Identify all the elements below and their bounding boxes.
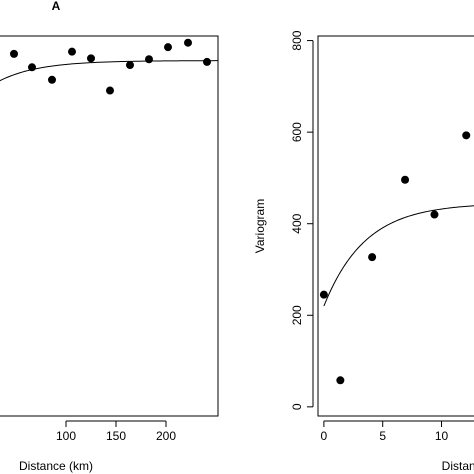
panel-b-data-point: [462, 131, 471, 140]
panel-a-data-point: [68, 47, 76, 56]
panel-a-data-point: [87, 54, 95, 63]
panel-a-data-point: [48, 75, 56, 84]
panel-a-data-point: [126, 61, 134, 70]
panel-a-points: [10, 38, 211, 95]
panel-b-x-tick-label: 5: [379, 429, 386, 443]
panel-b-y-tick-label: 200: [290, 305, 304, 325]
panel-a-x-tick-label: 100: [56, 429, 76, 443]
panel-a-label: A: [52, 0, 61, 13]
panel-b-y-axis: 0 200 400 600 800: [290, 30, 314, 410]
panel-b-y-axis-title: Variogram: [253, 199, 267, 253]
panel-b-data-point: [401, 175, 410, 184]
panel-b-x-tick-label: 0: [321, 429, 328, 443]
panel-a-x-axis: 100 150 200: [56, 420, 176, 443]
panel-a-data-point: [106, 86, 114, 95]
panel-b-y-tick-label: 800: [290, 30, 304, 50]
panel-a-x-axis-title: Distance (km): [19, 459, 93, 473]
panel-b-y-tick-label: 400: [290, 213, 304, 233]
panel-b-data-point: [336, 376, 345, 385]
panel-b-data-point: [430, 210, 439, 219]
panel-a-x-tick-label: 200: [156, 429, 176, 443]
panel-a-x-tick-label: 150: [106, 429, 126, 443]
panel-a: A 100 150 200 Distance (km): [0, 0, 219, 473]
panel-b-fit-curve: [323, 205, 474, 307]
panel-a-fit-curve: [0, 60, 219, 82]
panel-a-data-point: [145, 55, 153, 64]
panel-b-y-tick-label: 0: [290, 403, 304, 410]
panel-a-data-point: [203, 57, 211, 66]
panel-b-y-tick-label: 600: [290, 122, 304, 142]
panel-a-data-point: [28, 63, 36, 72]
panel-b-x-tick-label: 10: [435, 429, 449, 443]
panel-a-data-point: [164, 43, 172, 52]
panel-b-points: [319, 131, 471, 385]
panel-a-data-point: [10, 49, 18, 58]
panel-a-plot-frame: [0, 35, 219, 417]
panel-a-data-point: [184, 38, 192, 47]
panel-b-data-point: [319, 290, 328, 299]
panel-b-x-axis: 051015: [321, 420, 474, 443]
panel-b-plot-frame: [317, 35, 474, 417]
panel-b-x-axis-title: Distance: [442, 459, 474, 473]
panel-b-data-point: [368, 253, 377, 262]
